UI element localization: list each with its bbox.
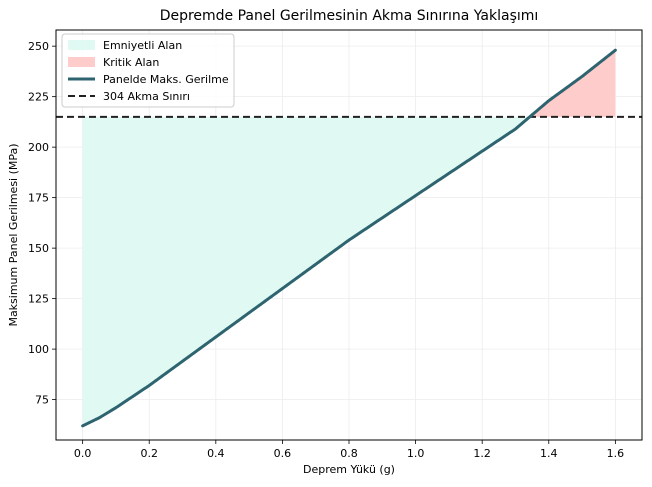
legend-critical-swatch (68, 57, 95, 67)
y-tick-label: 100 (28, 343, 49, 356)
y-tick-label: 200 (28, 141, 49, 154)
y-tick-label: 250 (28, 40, 49, 53)
y-axis-ticks: 75 100 125 150 175 200 225 250 (28, 40, 56, 407)
x-tick-label: 1.4 (540, 447, 558, 460)
legend-safe-label: Emniyetli Alan (103, 39, 182, 52)
x-tick-label: 1.0 (407, 447, 425, 460)
x-tick-label: 0.0 (74, 447, 92, 460)
legend-critical-label: Kritik Alan (103, 56, 159, 69)
x-tick-label: 0.6 (274, 447, 292, 460)
series-lines (56, 48, 642, 428)
y-tick-label: 125 (28, 293, 49, 306)
y-tick-label: 175 (28, 192, 49, 205)
x-tick-label: 0.2 (140, 447, 158, 460)
legend-box (61, 33, 235, 108)
legend: Emniyetli Alan Kritik Alan Panelde Maks. G… (61, 33, 235, 108)
x-tick-label: 0.8 (340, 447, 358, 460)
x-axis-label: Deprem Yükü (g) (303, 463, 395, 476)
y-tick-label: 225 (28, 91, 49, 104)
y-axis-label: Maksimum Panel Gerilmesi (MPa) (7, 143, 20, 326)
max-stress-line (81, 48, 617, 428)
chart-title: Depremde Panel Gerilmesinin Akma Sınırın… (160, 8, 539, 24)
x-tick-label: 1.2 (473, 447, 491, 460)
x-tick-label: 0.4 (207, 447, 225, 460)
x-axis-ticks: 0.0 0.2 0.4 0.6 0.8 1.0 1.2 1.4 1.6 (74, 440, 624, 460)
legend-yield-label: 304 Akma Sınırı (103, 90, 190, 103)
safe-area-fill (82, 116, 530, 426)
x-tick-label: 1.6 (607, 447, 625, 460)
y-tick-label: 150 (28, 242, 49, 255)
y-tick-label: 75 (35, 394, 49, 407)
legend-safe-swatch (68, 40, 95, 50)
legend-stress-label: Panelde Maks. Gerilme (103, 73, 229, 86)
